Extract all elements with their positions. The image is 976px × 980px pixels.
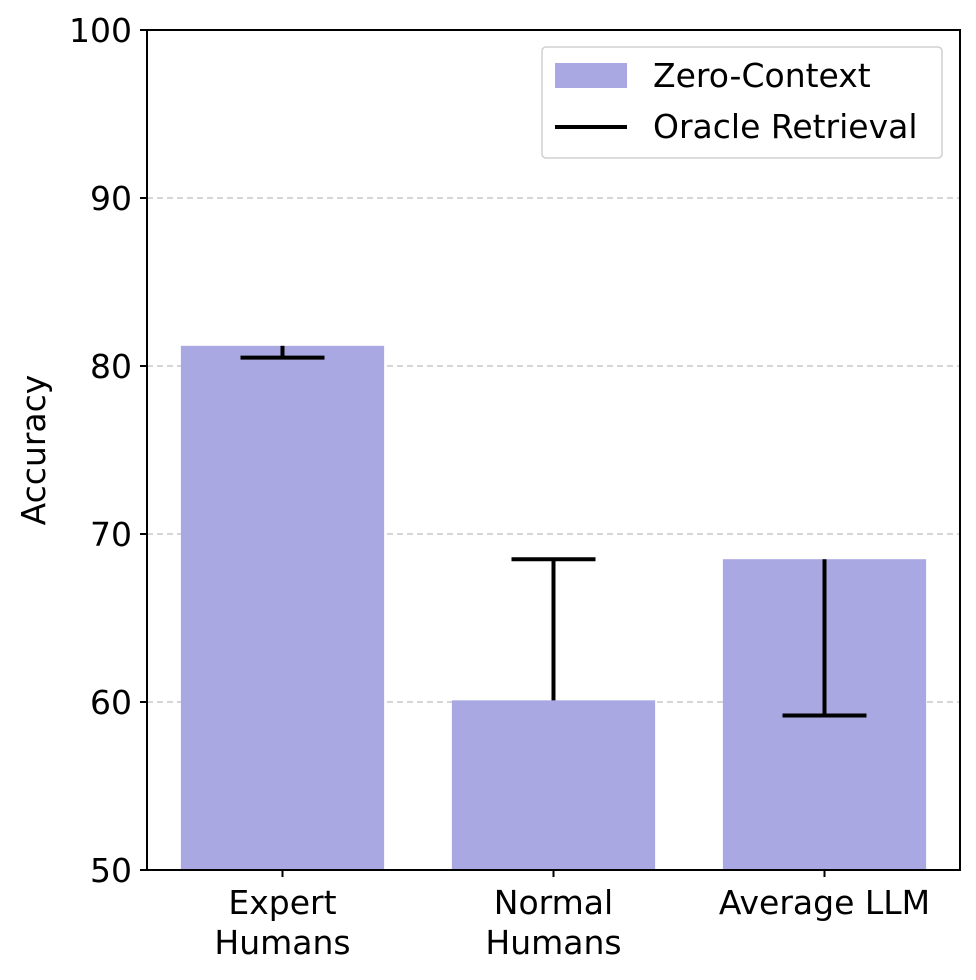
legend-swatch-zero-context xyxy=(555,63,627,88)
legend-box xyxy=(541,46,943,159)
legend-label-oracle-retrieval: Oracle Retrieval xyxy=(653,107,918,146)
bar-zero-context xyxy=(451,700,656,870)
legend: Zero-Context Oracle Retrieval xyxy=(541,46,943,159)
x-tick-label: Humans xyxy=(214,923,350,962)
y-axis-label: Accuracy xyxy=(14,375,53,526)
y-tick-label: 60 xyxy=(90,683,132,722)
oracle-retrieval-markers xyxy=(240,345,867,718)
y-tick-label: 70 xyxy=(90,515,132,554)
y-tick-label: 90 xyxy=(90,179,132,218)
y-tick-label: 50 xyxy=(90,851,132,890)
x-tick-label: Expert xyxy=(228,883,336,922)
legend-label-zero-context: Zero-Context xyxy=(653,56,871,95)
y-tick-label: 100 xyxy=(69,11,132,50)
y-axis-ticks: 50 60 70 80 90 100 xyxy=(69,11,147,890)
x-tick-label: Humans xyxy=(485,923,621,962)
y-tick-label: 80 xyxy=(90,347,132,386)
x-tick-label: Average LLM xyxy=(719,883,930,922)
bar-zero-context xyxy=(180,345,385,871)
x-tick-label: Normal xyxy=(494,883,613,922)
